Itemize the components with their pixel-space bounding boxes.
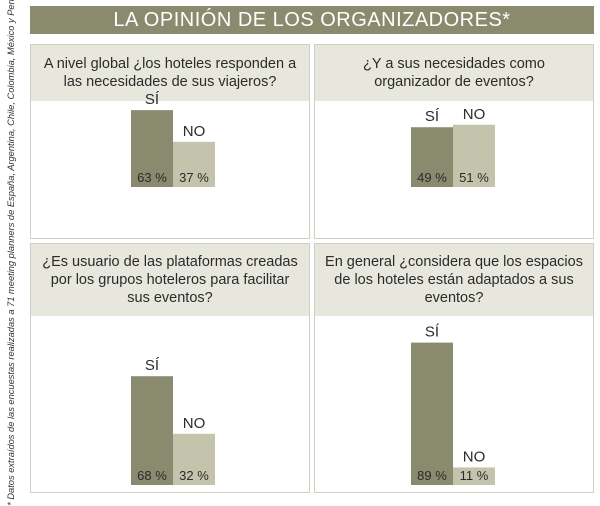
question-text: ¿Es usuario de las plataformas creadas p… [31,244,309,316]
category-label: NO [463,106,486,123]
bar-chart: SÍ 63 % NO 37 % [131,91,215,187]
chart-panel-platform-usage: ¿Es usuario de las plataformas creadas p… [30,243,310,493]
value-label: 89 % [417,468,447,483]
bar-chart: SÍ 68 % NO 32 % [131,357,215,485]
category-label: NO [463,448,486,465]
category-label: SÍ [425,324,440,341]
category-label: SÍ [145,91,160,108]
chart-panel-organizer-needs: ¿Y a sus necesidades como organizador de… [314,44,594,239]
page-title: LA OPINIÓN DE LOS ORGANIZADORES* [113,8,511,31]
question-text: En general ¿considera que los espacios d… [315,244,593,316]
bar-si [131,110,173,187]
question-text: ¿Y a sus necesidades como organizador de… [315,45,593,101]
value-label: 37 % [179,170,209,185]
bar-si [411,127,453,187]
source-note-text: * Datos extraídos de las encuestas reali… [6,0,16,506]
value-label: 11 % [460,468,489,483]
bar-chart: SÍ 49 % NO 51 % [411,106,495,187]
bar-chart: SÍ 89 % NO 11 % [411,324,495,485]
value-label: 63 % [137,170,167,185]
bar-no [453,124,495,187]
bar-si [131,376,173,485]
category-label: NO [183,415,206,432]
bar-si [411,342,453,485]
title-banner: LA OPINIÓN DE LOS ORGANIZADORES* [30,6,594,34]
category-label: SÍ [145,357,160,374]
bar-no [173,433,215,485]
value-label: 32 % [179,468,209,483]
value-label: 49 % [417,170,447,185]
category-label: NO [183,123,206,140]
value-label: 51 % [459,170,489,185]
value-label: 68 % [137,468,167,483]
chart-panel-global-needs: A nivel global ¿los hoteles responden a … [30,44,310,239]
bar-no [173,141,215,187]
chart-panel-space-adaptation: En general ¿considera que los espacios d… [314,243,594,493]
source-note: * Datos extraídos de las encuestas reali… [0,0,22,506]
category-label: SÍ [425,108,440,125]
bar-no [453,467,495,485]
question-text: A nivel global ¿los hoteles responden a … [31,45,309,101]
